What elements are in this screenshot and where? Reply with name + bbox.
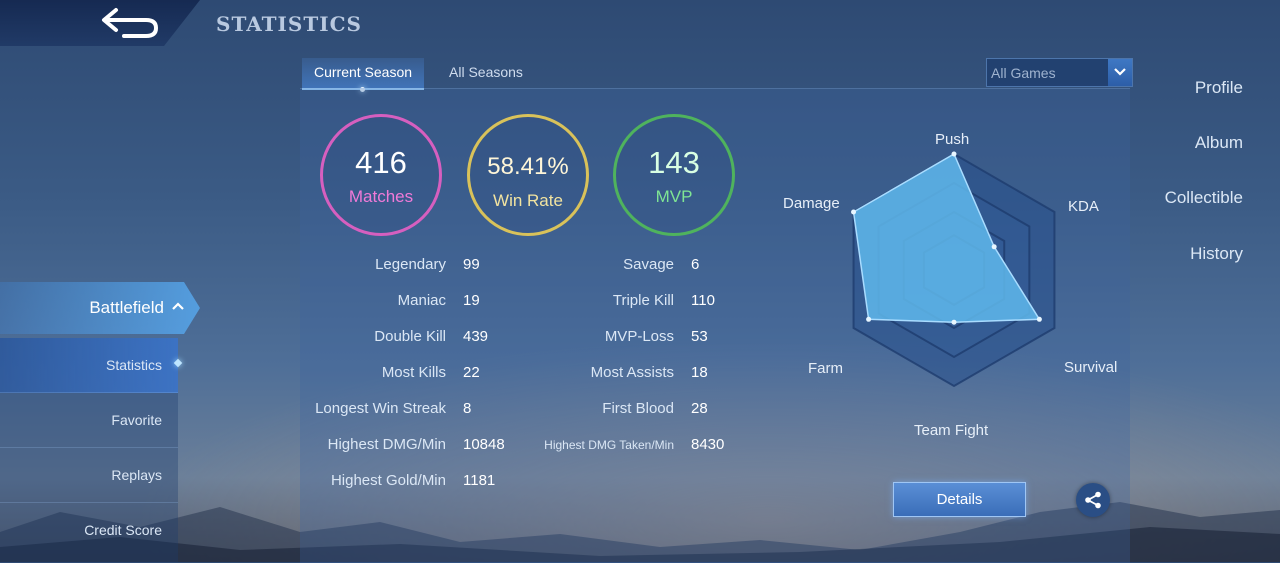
sidebar-item-history[interactable]: History: [1190, 244, 1243, 263]
sidebar-item-label: Battlefield: [89, 298, 164, 317]
radar-chart: [851, 151, 1056, 388]
radar-label-push: Push: [935, 131, 970, 148]
tab-label: Current Season: [313, 64, 413, 80]
radar-point-survival: [1036, 316, 1042, 322]
radar-label-team-fight: Team Fight: [914, 422, 989, 439]
stat-label-highest-dmg-min: Highest DMG/Min: [327, 436, 446, 453]
radar-point-damage: [851, 209, 857, 215]
submenu-item-label: Statistics: [105, 357, 162, 373]
tab-label: All Seasons: [449, 64, 523, 80]
stat-value-first-blood: 28: [691, 400, 708, 417]
mountain-backdrop: [0, 502, 1280, 562]
submenu-item-statistics[interactable]: Statistics: [0, 338, 178, 393]
stat-value-legendary: 99: [463, 256, 480, 273]
sidebar-item-battlefield[interactable]: Battlefield: [0, 282, 200, 334]
radar-point-push: [951, 151, 957, 157]
stat-label-highest-dmg-taken-min: Highest DMG Taken/Min: [544, 438, 674, 452]
stat-value-double-kill: 439: [463, 328, 489, 345]
radar-point-team-fight: [951, 319, 957, 325]
game-mode-dropdown[interactable]: All Games: [986, 58, 1133, 87]
matches-label: Matches: [348, 187, 414, 206]
mvp-circle: 143 MVP: [613, 114, 735, 236]
stat-label-first-blood: First Blood: [602, 400, 674, 417]
page-title: STATISTICS: [216, 12, 362, 36]
stat-label-longest-win-streak: Longest Win Streak: [315, 400, 446, 417]
details-button-label: Details: [936, 491, 983, 508]
radar-label-farm: Farm: [808, 360, 843, 377]
dropdown-value: All Games: [991, 65, 1056, 81]
radar-label-survival: Survival: [1064, 359, 1118, 376]
sidebar-item-collectible[interactable]: Collectible: [1164, 188, 1243, 207]
win-rate-circle: 58.41% Win Rate: [467, 114, 589, 236]
stat-value-highest-dmg-taken-min: 8430: [691, 436, 725, 453]
submenu-item-label: Replays: [111, 467, 162, 483]
stat-value-mvp-loss: 53: [691, 328, 708, 345]
submenu-item-label: Credit Score: [84, 522, 162, 538]
chevron-down-icon: [1114, 68, 1126, 76]
share-icon: [1085, 491, 1101, 509]
dropdown-toggle[interactable]: [1108, 59, 1132, 86]
stat-label-most-assists: Most Assists: [590, 364, 674, 381]
stat-label-highest-gold-min: Highest Gold/Min: [330, 472, 446, 489]
radar-label-kda: KDA: [1068, 198, 1099, 215]
stat-value-longest-win-streak: 8: [463, 400, 472, 417]
back-button[interactable]: [0, 0, 200, 46]
stat-value-maniac: 19: [463, 292, 480, 309]
stat-label-double-kill: Double Kill: [374, 328, 446, 345]
stat-value-highest-dmg-min: 10848: [463, 436, 505, 453]
stat-value-triple-kill: 110: [691, 292, 715, 309]
stat-label-legendary: Legendary: [375, 256, 446, 273]
stat-label-savage: Savage: [623, 256, 674, 273]
stat-value-savage: 6: [691, 256, 700, 273]
submenu-item-credit-score[interactable]: Credit Score: [0, 503, 178, 557]
battlefield-submenu: Statistics Favorite Replays Credit Score: [0, 338, 178, 562]
stat-label-maniac: Maniac: [397, 292, 446, 309]
win-rate-label: Win Rate: [493, 191, 563, 210]
radar-label-damage: Damage: [783, 195, 840, 212]
back-arrow-icon: [102, 8, 159, 38]
submenu-item-replays[interactable]: Replays: [0, 448, 178, 503]
submenu-item-label: Favorite: [111, 412, 162, 428]
sidebar-item-album[interactable]: Album: [1194, 133, 1243, 152]
stat-value-highest-gold-min: 1181: [463, 472, 496, 489]
stat-label-mvp-loss: MVP-Loss: [604, 328, 674, 345]
stat-label-triple-kill: Triple Kill: [612, 292, 674, 309]
tab-current-season[interactable]: Current Season: [302, 58, 424, 92]
details-button[interactable]: Details: [893, 482, 1026, 517]
sidebar-item-profile[interactable]: Profile: [1194, 78, 1243, 97]
win-rate-value: 58.41%: [487, 153, 569, 180]
radar-point-kda: [991, 244, 997, 250]
chevron-up-icon: [172, 302, 184, 310]
matches-value: 416: [355, 145, 407, 180]
radar-point-farm: [866, 316, 872, 322]
tab-all-seasons[interactable]: All Seasons: [449, 58, 523, 88]
share-button[interactable]: [1076, 483, 1110, 517]
mvp-label: MVP: [655, 187, 693, 206]
stat-value-most-kills: 22: [463, 364, 480, 381]
submenu-item-favorite[interactable]: Favorite: [0, 393, 178, 448]
mvp-value: 143: [648, 145, 700, 180]
stat-value-most-assists: 18: [691, 364, 708, 381]
stat-label-most-kills: Most Kills: [381, 364, 446, 381]
matches-circle: 416 Matches: [320, 114, 442, 236]
